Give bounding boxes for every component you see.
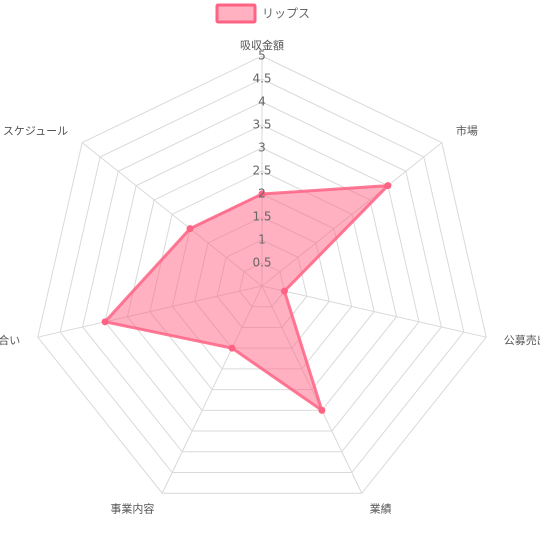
tick-label-6: 3.5 (252, 118, 271, 132)
tick-label-2: 1.5 (252, 210, 271, 224)
tick-label-4: 2.5 (252, 164, 271, 178)
data-point-0-0 (258, 190, 266, 198)
axis-label-4: 事業内容 (110, 501, 154, 515)
tick-label-9: 5 (258, 49, 266, 63)
grid-ring-8 (59, 78, 465, 474)
tick-label-8: 4.5 (252, 72, 271, 86)
data-point-0-2 (280, 287, 288, 295)
axis-label-2: 公募売出比 (504, 333, 540, 347)
grid-ring-6 (104, 124, 420, 432)
axis-label-0: 吸収金額 (240, 38, 284, 52)
grid-ring-9 (37, 55, 487, 494)
legend-swatch[interactable] (215, 3, 257, 24)
data-point-0-1 (384, 182, 392, 190)
axis-label-1: 市場 (456, 123, 478, 137)
axis-label-5: 地合い (0, 333, 20, 347)
data-point-0-4 (228, 344, 236, 352)
data-point-0-6 (186, 225, 194, 233)
grid-ring-5 (126, 147, 398, 411)
tick-label-7: 4 (258, 95, 266, 109)
radar-data (101, 182, 392, 415)
spoke-2 (261, 285, 487, 338)
radar-ticks: 0.5 1 1.5 2 2.5 3 3.5 4 4.5 5 (252, 49, 271, 270)
series-area-0 (102, 183, 392, 415)
data-point-0-3 (318, 406, 326, 414)
tick-label-0: 0.5 (252, 256, 271, 270)
tick-label-1: 1 (258, 233, 266, 247)
tick-label-5: 3 (258, 141, 266, 155)
legend-label[interactable]: リップス (262, 7, 310, 21)
grid-ring-7 (82, 101, 442, 453)
tick-label-3: 2 (258, 187, 266, 201)
legend[interactable]: リップス (215, 3, 310, 24)
axis-label-6: スケジュール (3, 124, 68, 137)
axis-label-3: 業績 (370, 501, 392, 515)
data-point-0-5 (101, 318, 109, 326)
radar-axis-labels: 吸収金額市場公募売出比業績 事業内容 地合い スケジュール (0, 38, 540, 515)
grid-ring-4 (149, 170, 375, 391)
